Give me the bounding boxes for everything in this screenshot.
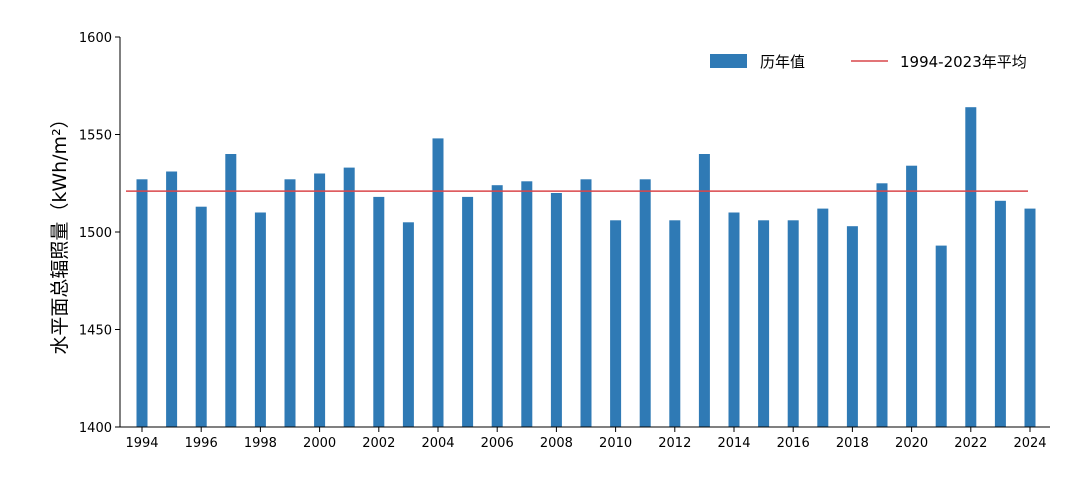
x-tick-label: 2002	[362, 436, 395, 451]
x-tick-label: 2004	[421, 436, 454, 451]
bar-1999	[284, 179, 296, 427]
bars-group	[136, 107, 1036, 428]
x-tick-label: 2016	[777, 436, 810, 451]
bar-2010	[610, 220, 622, 427]
bar-2019	[876, 183, 888, 428]
x-tick-label: 2008	[540, 436, 573, 451]
bar-2005	[462, 196, 474, 427]
legend-label-bars: 历年值	[760, 53, 805, 71]
bar-1996	[195, 206, 207, 427]
y-tick-label: 1550	[79, 129, 112, 144]
x-tick-label: 2006	[481, 436, 514, 451]
bar-2021	[935, 245, 947, 427]
bar-2000	[314, 173, 326, 427]
bar-2004	[432, 138, 444, 427]
y-tick-label: 1600	[79, 31, 112, 46]
bar-2018	[846, 226, 858, 427]
bar-1994	[136, 179, 148, 427]
y-axis-label: 水平面总辐照量（kWh/m²）	[49, 109, 71, 354]
x-tick-label: 2024	[1013, 436, 1046, 451]
bar-2014	[728, 212, 740, 427]
bar-2016	[787, 220, 799, 427]
y-tick-label: 1450	[79, 324, 112, 339]
bar-2013	[698, 154, 710, 427]
x-tick-label: 2018	[836, 436, 869, 451]
legend-swatch-bars	[710, 54, 747, 68]
bar-2009	[580, 179, 592, 427]
y-ticks-group: 1400 1450 1500 1550 1600	[79, 31, 120, 436]
bar-2023	[994, 200, 1006, 427]
x-tick-label: 2000	[303, 436, 336, 451]
bar-2002	[373, 196, 385, 427]
y-tick-label: 1500	[79, 226, 112, 241]
bar-2011	[639, 179, 651, 427]
x-tick-label: 2012	[658, 436, 691, 451]
bar-2022	[965, 107, 977, 427]
bar-2006	[491, 185, 503, 427]
bar-1998	[254, 212, 266, 427]
x-tick-label: 1998	[244, 436, 277, 451]
bar-2008	[550, 193, 562, 427]
legend-label-average: 1994-2023年平均	[900, 53, 1027, 71]
bar-1997	[225, 154, 237, 427]
bar-2015	[758, 220, 770, 427]
x-tick-label: 2022	[954, 436, 987, 451]
x-tick-label: 2010	[599, 436, 632, 451]
bar-2024	[1024, 208, 1036, 427]
x-tick-label: 2014	[717, 436, 750, 451]
bar-2003	[402, 222, 414, 428]
x-tick-label: 1996	[185, 436, 218, 451]
bar-2017	[817, 208, 829, 427]
bar-2007	[521, 181, 533, 427]
legend: 历年值 1994-2023年平均	[710, 53, 1027, 71]
bar-2020	[906, 165, 918, 427]
x-ticks-group: 1994 1996 1998 2000 2002 2004 2006 2008 2010 2012…	[125, 427, 1047, 451]
x-tick-label: 1994	[125, 436, 158, 451]
y-tick-label: 1400	[79, 421, 112, 436]
bar-2012	[669, 220, 681, 427]
bar-2001	[343, 167, 355, 427]
bar-1995	[166, 171, 178, 427]
x-tick-label: 2020	[895, 436, 928, 451]
